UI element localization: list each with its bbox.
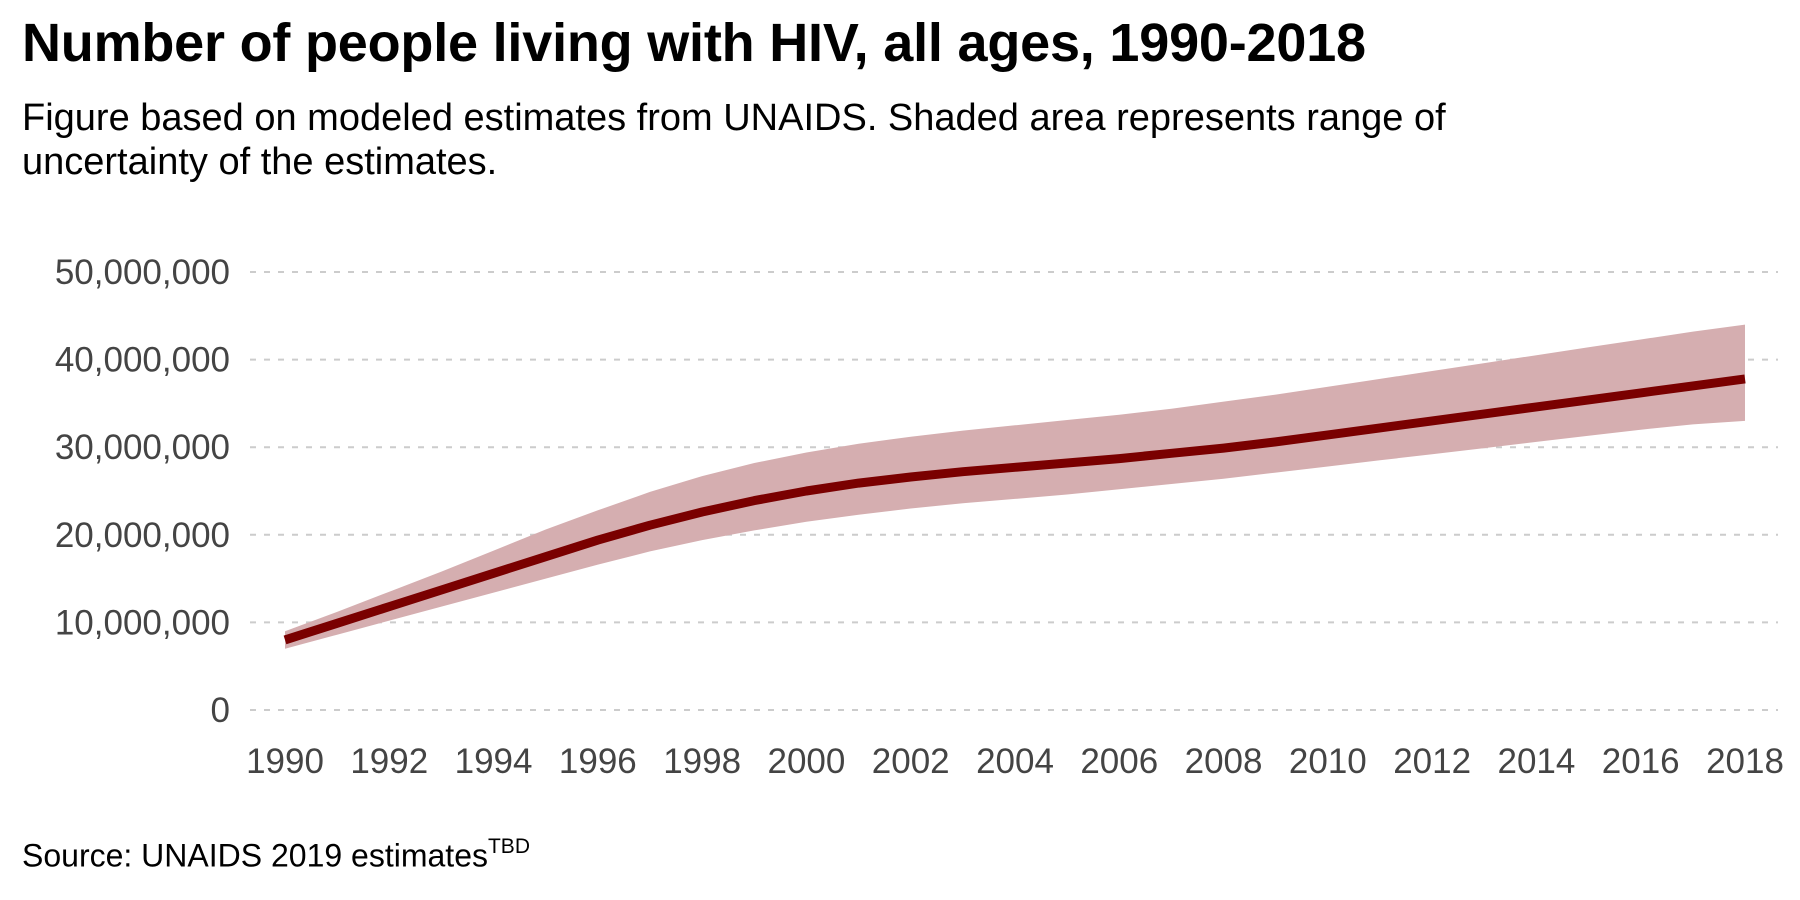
x-tick-label: 1990	[246, 742, 324, 781]
source-superscript: TBD	[487, 835, 530, 858]
x-tick-label: 2014	[1497, 742, 1575, 781]
x-tick-label: 2016	[1602, 742, 1680, 781]
x-tick-label: 2006	[1080, 742, 1158, 781]
x-tick-label: 1998	[663, 742, 741, 781]
chart-title: Number of people living with HIV, all ag…	[22, 13, 1366, 73]
x-tick-label: 2004	[976, 742, 1054, 781]
x-tick-label: 2018	[1706, 742, 1784, 781]
x-tick-label: 2010	[1289, 742, 1367, 781]
x-tick-label: 1994	[455, 742, 533, 781]
estimate-line-layer	[283, 374, 1746, 645]
x-tick-label: 2002	[872, 742, 950, 781]
x-tick-label: 1996	[559, 742, 637, 781]
y-tick-label: 40,000,000	[55, 341, 230, 380]
chart-subtitle: Figure based on modeled estimates from U…	[22, 97, 1446, 183]
source-note: Source: UNAIDS 2019 estimatesTBD	[22, 835, 530, 875]
y-axis-tick-labels: 0 10,000,000 20,000,000 30,000,000 40,000,00…	[55, 253, 230, 730]
y-tick-label: 20,000,000	[55, 516, 230, 555]
gridlines	[250, 271, 1778, 711]
x-tick-label: 2000	[767, 742, 845, 781]
source-text: Source: UNAIDS 2019 estimates	[22, 837, 488, 874]
y-tick-label: 30,000,000	[55, 428, 230, 467]
x-axis-tick-labels: 1990 1992 1994 1996 1998 2000 2002 2004 2006 2008…	[246, 742, 1784, 781]
y-tick-label: 50,000,000	[55, 253, 230, 292]
y-tick-label: 0	[211, 691, 230, 730]
estimate-line	[283, 374, 1746, 645]
x-tick-label: 2012	[1393, 742, 1471, 781]
uncertainty-band	[285, 324, 1745, 649]
x-tick-label: 1992	[350, 742, 428, 781]
uncertainty-band-layer	[285, 324, 1745, 649]
x-tick-label: 2008	[1185, 742, 1263, 781]
y-tick-label: 10,000,000	[55, 603, 230, 642]
